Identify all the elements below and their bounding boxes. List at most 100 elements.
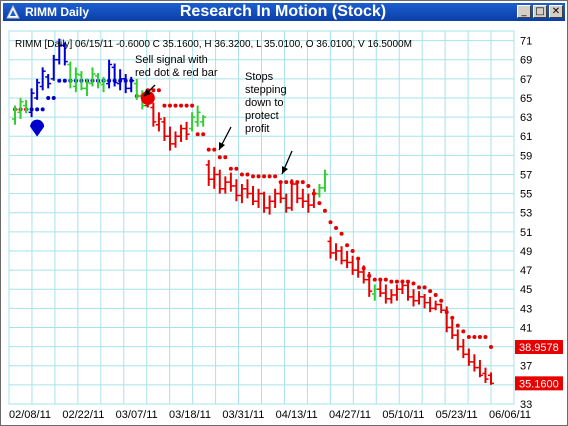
ohlc-bar: [205, 160, 212, 186]
ohlc-bar: [106, 59, 113, 89]
stop-dot: [234, 166, 239, 171]
info-line: RIMM [Daily] 06/15/11 -0.6000 C 35.1600,…: [15, 39, 412, 50]
annotation-line: red dot & red bar: [135, 67, 218, 79]
ohlc-bar: [172, 131, 179, 148]
ohlc-bar: [294, 182, 301, 204]
stop-dot: [40, 107, 45, 112]
ohlc-bar: [250, 185, 256, 206]
ohlc-bar: [366, 272, 373, 297]
last-close-label-box: [515, 376, 563, 391]
y-tick-label: 65: [520, 93, 532, 105]
stop-dot: [267, 174, 272, 179]
stop-dot: [372, 277, 377, 282]
annotation-line: Sell signal with: [135, 54, 208, 66]
minimize-button[interactable]: _: [517, 5, 531, 18]
ohlc-bar: [227, 172, 234, 192]
close-button[interactable]: ✕: [549, 5, 563, 18]
y-tick-label: 67: [520, 74, 532, 86]
stop-dot: [439, 298, 444, 303]
y-tick-label: 61: [520, 131, 532, 143]
ohlc-bar: [155, 112, 162, 132]
ohlc-bar: [61, 42, 68, 66]
annotation-line: down to: [245, 97, 284, 109]
ohlc-bar: [321, 169, 328, 192]
ohlc-bar: [299, 188, 306, 208]
stop-dot: [339, 231, 344, 236]
stop-dot: [350, 248, 355, 253]
stop-dot: [223, 155, 228, 160]
ohlc-bar: [133, 78, 140, 100]
stop-dot: [151, 88, 156, 93]
ohlc-bar: [288, 179, 295, 211]
ohlc-bar: [117, 69, 124, 91]
ohlc-bar: [67, 61, 74, 89]
y-tick-label: 69: [520, 55, 532, 67]
price-labels: 38.9578 35.1600: [515, 340, 563, 391]
ohlc-bar: [421, 294, 428, 309]
ohlc-bar: [45, 74, 52, 89]
ohlc-bar: [183, 121, 190, 141]
maximize-button[interactable]: □: [533, 5, 547, 18]
x-tick-label: 06/06/11: [489, 409, 531, 421]
plot-frame: [8, 30, 515, 405]
ohlc-bar: [333, 243, 340, 261]
ohlc-bar: [393, 284, 400, 301]
stop-dot: [217, 155, 222, 160]
chart-svg: 3335373941434547495153555759616365676971…: [8, 30, 563, 421]
ohlc-bar: [12, 105, 18, 125]
stop-dot: [356, 256, 361, 261]
stop-dot: [278, 180, 283, 185]
price-bars: [12, 38, 494, 385]
ohlc-bar: [305, 193, 312, 213]
ohlc-bar: [316, 184, 323, 198]
annotation-line: protect: [245, 110, 279, 122]
ohlc-bar: [261, 191, 268, 213]
stop-dot: [472, 335, 477, 340]
ohlc-bar: [449, 319, 456, 339]
ohlc-bar: [150, 102, 157, 127]
y-tick-label: 43: [520, 303, 532, 315]
y-tick-label: 49: [520, 246, 532, 258]
stop-dot: [245, 172, 250, 177]
arrow-head: [144, 89, 151, 96]
arrow-head: [219, 142, 225, 150]
x-tick-label: 05/10/11: [382, 409, 424, 421]
ohlc-bar: [460, 338, 467, 359]
ohlc-bar: [166, 126, 173, 151]
x-tick-label: 03/31/11: [222, 409, 264, 421]
stop-dot: [483, 335, 488, 340]
stop-dot: [35, 107, 40, 112]
stop-dot: [489, 344, 493, 349]
ohlc-bar: [399, 279, 406, 295]
ohlc-bar: [17, 97, 24, 119]
ohlc-bar: [443, 306, 450, 333]
app-logo-icon: [6, 5, 20, 19]
ohlc-bar: [377, 279, 384, 297]
ohlc-bar: [128, 76, 135, 93]
x-tick-label: 02/08/11: [9, 409, 51, 421]
stop-dot: [411, 281, 416, 286]
ohlc-bar: [416, 291, 423, 305]
stop-dot: [428, 289, 433, 294]
stop-dot: [345, 243, 350, 248]
stop-dot: [334, 226, 339, 231]
ohlc-bar: [371, 284, 378, 301]
y-tick-label: 37: [520, 361, 532, 373]
y-tick-label: 53: [520, 208, 532, 220]
ohlc-bar: [89, 67, 96, 87]
stop-dot: [450, 315, 455, 320]
title-bar[interactable]: RIMM Daily Research In Motion (Stock) _ …: [3, 3, 565, 21]
stop-dot: [273, 174, 278, 179]
ohlc-bar: [454, 329, 461, 351]
ohlc-bar: [56, 38, 63, 65]
ohlc-bar: [255, 188, 262, 208]
ohlc-bar: [95, 73, 102, 89]
ohlc-bar: [194, 105, 201, 127]
x-tick-label: 04/13/11: [276, 409, 318, 421]
ohlc-bar: [161, 117, 168, 141]
y-axis: 3335373941434547495153555759616365676971: [520, 36, 532, 411]
y-tick-label: 47: [520, 265, 532, 277]
y-tick-label: 33: [520, 399, 532, 411]
annotations: Sell signal with red dot & red bar Stops st…: [135, 54, 293, 175]
ohlc-bar: [327, 236, 334, 259]
